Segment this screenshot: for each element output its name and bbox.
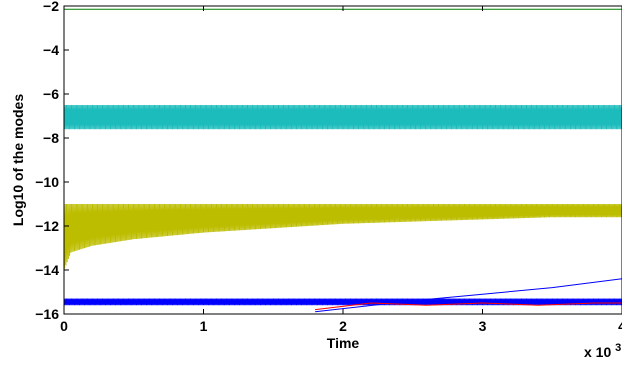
y-axis-label: Log10 of the modes [10,94,26,226]
x-multiplier-base: x 10 [584,344,611,360]
x-tick-label: 4 [618,318,622,334]
x-multiplier-exponent: 3 [615,342,621,354]
y-tick-label: −12 [35,218,59,234]
y-tick-label: −8 [43,130,59,146]
y-tick-label: −6 [43,86,59,102]
series-0-band [64,104,622,130]
x-tick-label: 3 [479,318,487,334]
x-tick-label: 0 [60,318,68,334]
y-tick-label: −2 [43,0,59,14]
series-4-line [315,302,622,311]
x-tick-label: 1 [200,318,208,334]
tick-label-layer: 0 1 2 3 4 −16 −14 −12 −10 −8 −6 −4 −2 [35,0,622,334]
series-2-band [64,298,622,306]
y-tick-label: −10 [35,174,59,190]
axis-layer [63,5,622,315]
x-multiplier-label: x 10 3 [584,342,621,360]
series-1-band [64,203,622,269]
y-tick-label: −4 [43,42,59,58]
x-axis-label: Time [327,335,360,351]
series-3-line [315,278,622,313]
y-tick-label: −16 [35,306,59,322]
y-tick-label: −14 [35,262,59,278]
x-tick-label: 2 [339,318,347,334]
